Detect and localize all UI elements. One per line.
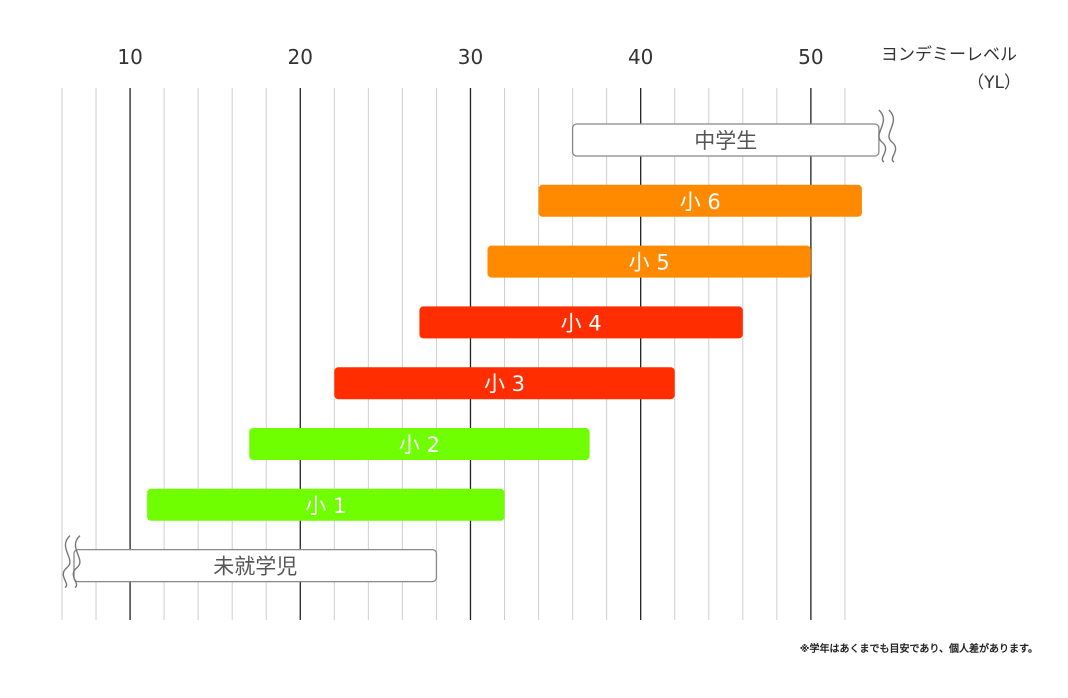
x-axis-title: ヨンデミーレベル （YL） [881,44,1021,93]
range-bar [487,245,811,278]
range-bar [571,123,880,157]
axis-break-icon [878,109,897,163]
bar-5: 小 3 [334,367,675,400]
bar-label: 未就学児 [213,555,297,579]
x-tick-label: 40 [628,45,653,69]
bar-label: 小 2 [399,433,440,457]
bar-7: 小 1 [147,488,505,521]
bar-label: 中学生 [694,129,757,153]
bar-label: 小 4 [561,311,602,335]
x-tick-label: 10 [117,45,142,69]
range-bar [73,548,438,583]
x-axis-label: ヨンデミーレベル [881,44,1017,65]
x-tick-label: 50 [798,45,823,69]
x-axis-ticks: 10 20 30 40 50 [117,45,823,69]
bar-2: 小 6 [538,184,862,217]
range-bar [147,488,505,521]
bar-8: 未就学児 [62,535,438,589]
bar-label: 小 6 [680,190,721,214]
bar-label: 小 5 [629,251,670,275]
bar-label: 小 3 [484,372,525,396]
bar-4: 小 4 [419,306,743,339]
bar-3: 小 5 [487,245,811,278]
range-bar [334,367,675,400]
axis-break-icon [62,535,81,589]
x-tick-label: 30 [458,45,483,69]
range-bar [419,306,743,339]
bar-6: 小 2 [249,428,590,460]
range-bar [538,184,862,217]
footnote: ※学年はあくまでも目安であり、個人差があります。 [799,644,1038,655]
grid-lines [61,88,846,620]
x-tick-label: 20 [288,45,313,69]
range-bar [249,428,590,460]
x-axis-unit: （YL） [967,73,1021,93]
bar-1: 中学生 [571,109,897,163]
bar-label: 小 1 [305,494,346,518]
